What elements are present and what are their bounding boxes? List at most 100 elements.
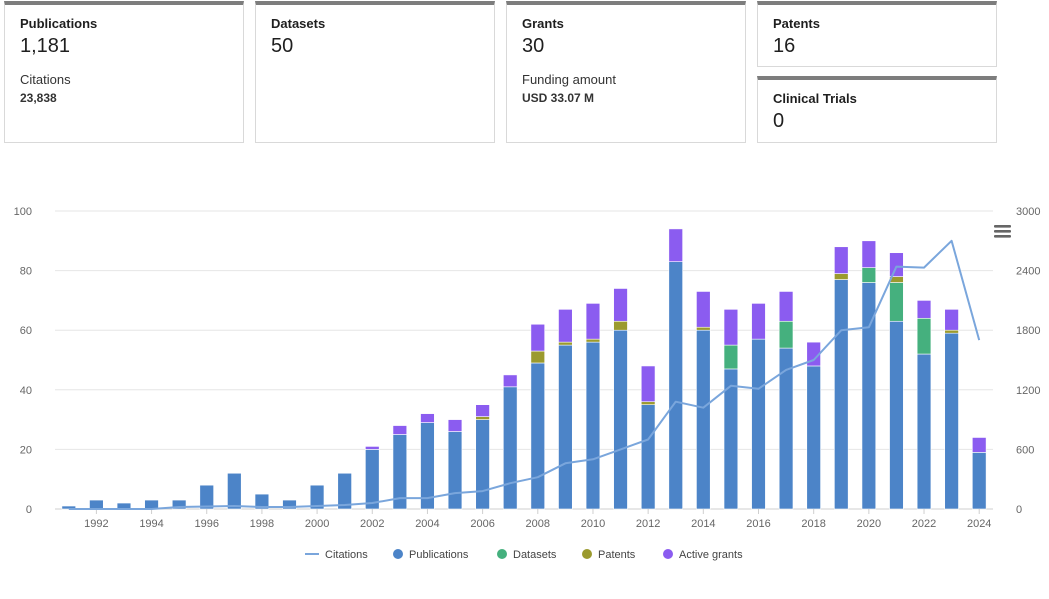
bar-publications — [972, 452, 987, 510]
bar-active-grants — [503, 374, 518, 388]
clinical-trials-label: Clinical Trials — [773, 91, 857, 106]
publications-count: 1,181 — [20, 35, 71, 57]
bar-active-grants — [696, 291, 711, 328]
legend-label: Publications — [409, 549, 469, 561]
bar-publications — [668, 261, 683, 510]
bar-patents — [530, 350, 545, 364]
bar-active-grants — [972, 437, 987, 453]
bar-datasets — [889, 282, 904, 322]
x-tick-label: 2008 — [526, 518, 550, 530]
bar-publications — [916, 353, 932, 510]
bar-active-grants — [613, 288, 628, 322]
patents-card[interactable]: Patents 16 — [757, 1, 997, 67]
y-tick-label: 20 — [20, 444, 32, 456]
citations-count: 23,838 — [20, 91, 57, 105]
menu-bar — [994, 235, 1011, 238]
patents-label: Patents — [773, 16, 820, 31]
bar-publications — [282, 499, 297, 510]
grants-label: Grants — [522, 16, 564, 31]
hamburger-menu-icon[interactable] — [994, 225, 1011, 238]
y-tick-label: 100 — [14, 206, 32, 218]
bar-active-grants — [916, 300, 932, 319]
legend-label: Datasets — [513, 549, 557, 561]
clinical-trials-count: 0 — [773, 110, 785, 132]
citations-line — [68, 239, 981, 510]
bar-publications — [751, 338, 766, 510]
bar-publications — [365, 449, 380, 510]
x-tick-label: 2024 — [967, 518, 991, 530]
legend-item-active-grants[interactable]: Active grants — [663, 549, 743, 561]
bar-datasets — [723, 344, 739, 370]
bar-publications — [171, 499, 187, 510]
bar-publications — [640, 404, 656, 510]
bar-patents — [585, 338, 601, 343]
bar-patents — [558, 341, 573, 346]
x-tick-label: 2014 — [691, 518, 715, 530]
bar-publications — [475, 419, 490, 510]
bar-publications — [503, 386, 518, 510]
x-tick-label: 1996 — [194, 518, 218, 530]
legend-swatch — [393, 549, 403, 559]
bar-active-grants — [861, 240, 877, 268]
legend-item-datasets[interactable]: Datasets — [497, 549, 557, 561]
bar-patents — [834, 273, 849, 280]
bar-active-grants — [447, 419, 463, 432]
bar-active-grants — [834, 246, 849, 274]
x-tick-label: 2006 — [470, 518, 494, 530]
datasets-card[interactable]: Datasets 50 — [255, 1, 495, 143]
bar-active-grants — [365, 446, 380, 450]
publications-card[interactable]: Publications 1,181 Citations 23,838 — [4, 1, 244, 143]
legend-item-publications[interactable]: Publications — [393, 549, 469, 561]
bar-publications — [696, 329, 711, 510]
x-tick-label: 1994 — [139, 518, 163, 530]
x-tick-label: 1998 — [250, 518, 274, 530]
bar-publications — [530, 362, 545, 510]
bar-patents — [640, 401, 656, 406]
x-tick-label: 2018 — [801, 518, 825, 530]
bar-active-grants — [778, 291, 794, 322]
bar-publications — [337, 472, 352, 510]
legend-label: Patents — [598, 549, 636, 561]
y2-tick-label: 600 — [1016, 444, 1034, 456]
bar-publications — [61, 505, 76, 510]
y-tick-label: 60 — [20, 325, 32, 337]
menu-bar — [994, 230, 1011, 233]
legend-swatch — [663, 549, 673, 559]
bar-active-grants — [668, 228, 683, 262]
bar-datasets — [861, 267, 877, 283]
bar-active-grants — [558, 309, 573, 343]
bar-active-grants — [475, 404, 490, 417]
bar-publications — [89, 499, 104, 510]
bar-active-grants — [392, 425, 408, 435]
bar-publications — [585, 341, 601, 510]
grants-card[interactable]: Grants 30 Funding amount USD 33.07 M — [506, 1, 746, 143]
x-tick-label: 2004 — [415, 518, 439, 530]
bar-datasets — [778, 320, 794, 349]
grants-count: 30 — [522, 35, 545, 57]
bar-active-grants — [640, 365, 656, 403]
x-tick-label: 2000 — [305, 518, 329, 530]
bar-patents — [475, 416, 490, 420]
bar-publications — [834, 279, 849, 510]
x-tick-label: 2020 — [857, 518, 881, 530]
x-tick-label: 2010 — [581, 518, 605, 530]
bar-active-grants — [420, 413, 435, 423]
patents-count: 16 — [773, 35, 796, 57]
y2-tick-label: 1800 — [1016, 325, 1040, 337]
publications-label: Publications — [20, 16, 98, 31]
citations-label: Citations — [20, 72, 71, 87]
datasets-label: Datasets — [271, 16, 326, 31]
bar-publications — [889, 320, 904, 510]
funding-amount-value: USD 33.07 M — [522, 91, 595, 105]
x-tick-label: 2022 — [912, 518, 936, 530]
legend-item-citations[interactable]: Citations — [305, 549, 368, 561]
research-output-chart: 0 20 40 60 80 100 0 600 1200 1800 2400 3000 1992 1994… — [14, 206, 1041, 561]
legend-item-patents[interactable]: Patents — [582, 549, 636, 561]
bar-publications — [420, 422, 435, 510]
bar-publications — [613, 329, 628, 510]
legend-swatch — [582, 549, 592, 559]
y-tick-label: 0 — [26, 504, 32, 516]
clinical-trials-card[interactable]: Clinical Trials 0 — [757, 76, 997, 143]
x-tick-label: 2002 — [360, 518, 384, 530]
bar-active-grants — [530, 323, 545, 352]
